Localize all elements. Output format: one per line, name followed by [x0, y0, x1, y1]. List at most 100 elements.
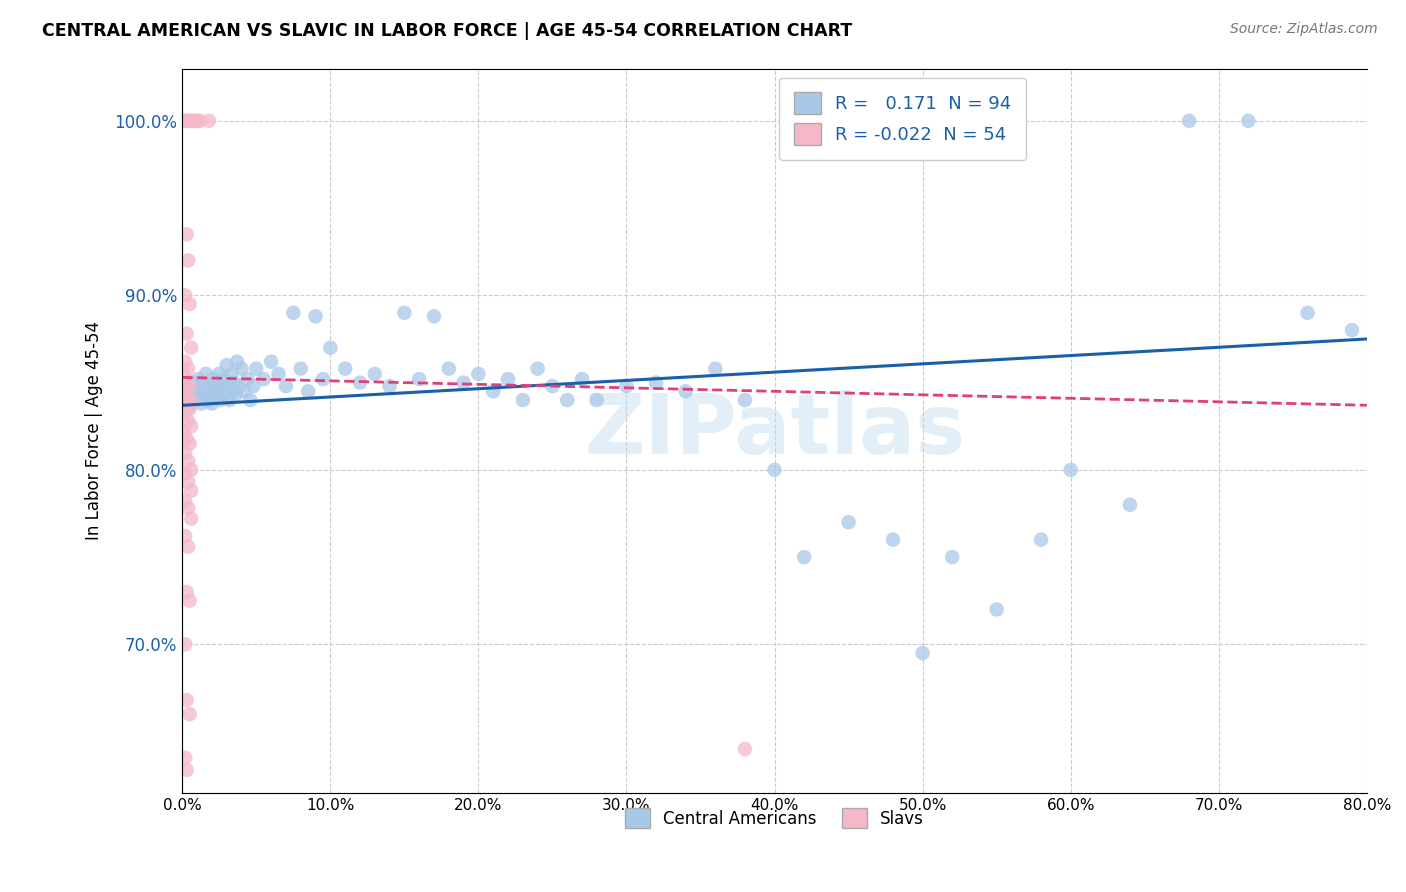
- Point: [173, 114, 195, 128]
- Point: [176, 326, 198, 341]
- Point: [179, 384, 201, 399]
- Point: [1029, 533, 1052, 547]
- Point: [174, 354, 197, 368]
- Point: [173, 367, 195, 381]
- Point: [228, 379, 250, 393]
- Point: [283, 306, 305, 320]
- Point: [236, 372, 259, 386]
- Point: [184, 114, 207, 128]
- Point: [586, 392, 609, 407]
- Point: [512, 392, 534, 407]
- Point: [176, 432, 198, 446]
- Point: [176, 227, 198, 242]
- Point: [176, 376, 198, 390]
- Point: [179, 707, 201, 722]
- Point: [986, 602, 1008, 616]
- Point: [734, 392, 756, 407]
- Point: [207, 390, 229, 404]
- Point: [174, 114, 197, 128]
- Point: [226, 354, 249, 368]
- Point: [209, 392, 232, 407]
- Point: [231, 361, 253, 376]
- Point: [218, 392, 240, 407]
- Point: [177, 361, 200, 376]
- Point: [177, 114, 200, 128]
- Point: [180, 419, 202, 434]
- Point: [173, 392, 195, 407]
- Point: [179, 401, 201, 416]
- Point: [437, 361, 460, 376]
- Point: [1341, 323, 1364, 337]
- Point: [408, 372, 430, 386]
- Point: [174, 384, 197, 399]
- Point: [198, 379, 221, 393]
- Point: [176, 390, 198, 404]
- Point: [181, 376, 204, 390]
- Point: [173, 392, 195, 407]
- Point: [704, 361, 727, 376]
- Point: [233, 384, 256, 399]
- Point: [571, 372, 593, 386]
- Point: [176, 585, 198, 599]
- Point: [200, 388, 222, 402]
- Point: [378, 379, 401, 393]
- Point: [180, 512, 202, 526]
- Point: [197, 392, 219, 407]
- Point: [180, 396, 202, 410]
- Point: [482, 384, 505, 399]
- Point: [211, 379, 233, 393]
- Point: [219, 367, 242, 381]
- Point: [763, 463, 786, 477]
- Point: [174, 467, 197, 481]
- Point: [221, 384, 243, 399]
- Point: [304, 310, 326, 324]
- Point: [222, 376, 245, 390]
- Point: [394, 306, 416, 320]
- Point: [297, 384, 319, 399]
- Point: [453, 376, 475, 390]
- Point: [180, 114, 202, 128]
- Point: [349, 376, 371, 390]
- Point: [186, 392, 208, 407]
- Point: [187, 372, 209, 386]
- Point: [225, 388, 247, 402]
- Point: [838, 515, 860, 529]
- Point: [179, 297, 201, 311]
- Point: [911, 646, 934, 660]
- Point: [260, 354, 283, 368]
- Point: [177, 501, 200, 516]
- Point: [188, 114, 211, 128]
- Point: [205, 379, 228, 393]
- Point: [190, 396, 212, 410]
- Point: [177, 253, 200, 268]
- Point: [319, 341, 342, 355]
- Point: [179, 379, 201, 393]
- Point: [174, 494, 197, 508]
- Point: [202, 372, 225, 386]
- Point: [183, 388, 205, 402]
- Y-axis label: In Labor Force | Age 45-54: In Labor Force | Age 45-54: [86, 321, 103, 540]
- Point: [1178, 114, 1201, 128]
- Point: [253, 372, 276, 386]
- Point: [180, 463, 202, 477]
- Point: [423, 310, 446, 324]
- Point: [734, 742, 756, 756]
- Point: [1237, 114, 1260, 128]
- Point: [174, 407, 197, 421]
- Legend: Central Americans, Slavs: Central Americans, Slavs: [619, 801, 931, 835]
- Point: [177, 475, 200, 489]
- Point: [214, 388, 236, 402]
- Point: [201, 396, 224, 410]
- Point: [793, 550, 815, 565]
- Point: [882, 533, 904, 547]
- Point: [645, 376, 668, 390]
- Point: [176, 693, 198, 707]
- Point: [1296, 306, 1319, 320]
- Point: [333, 361, 356, 376]
- Point: [176, 763, 198, 777]
- Point: [208, 367, 231, 381]
- Point: [179, 114, 201, 128]
- Text: CENTRAL AMERICAN VS SLAVIC IN LABOR FORCE | AGE 45-54 CORRELATION CHART: CENTRAL AMERICAN VS SLAVIC IN LABOR FORC…: [42, 22, 852, 40]
- Point: [616, 379, 638, 393]
- Point: [174, 288, 197, 302]
